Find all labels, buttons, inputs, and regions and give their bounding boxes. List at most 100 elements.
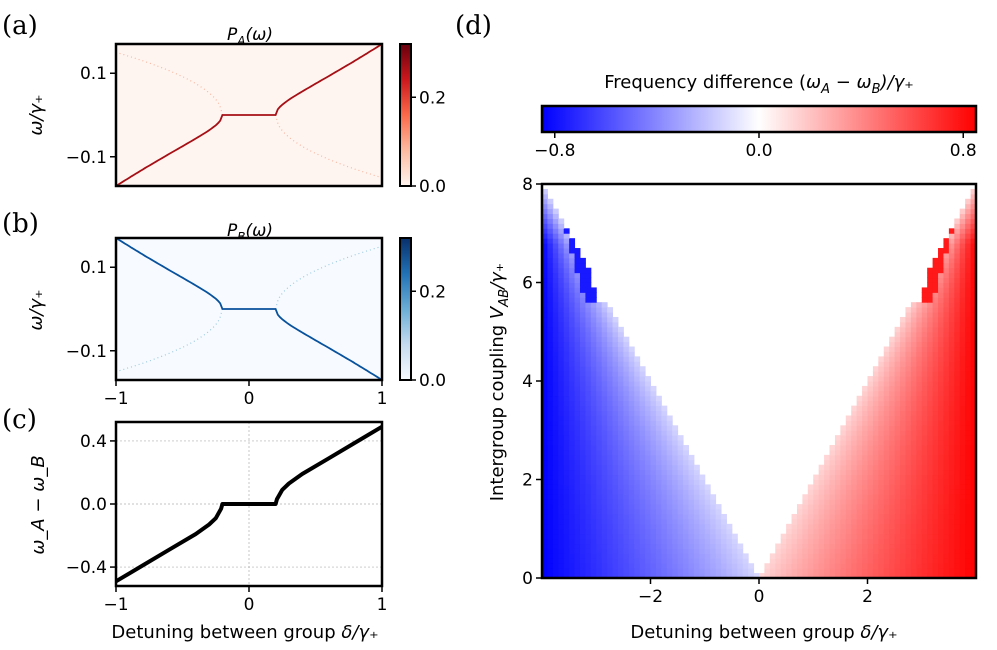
heatmap-cell [867, 376, 874, 382]
heatmap-cell [623, 543, 630, 549]
heatmap-cell [851, 484, 858, 490]
heatmap-cell [677, 445, 684, 451]
heatmap-cell [607, 563, 614, 569]
heatmap-cell [905, 504, 912, 510]
heatmap-cell [938, 523, 944, 530]
heatmap-cell [726, 533, 733, 540]
heatmap-cell [558, 568, 565, 574]
heatmap-cell [585, 425, 592, 431]
heatmap-cell [905, 464, 912, 471]
heatmap-cell [921, 558, 928, 564]
heatmap-cell [900, 573, 906, 579]
heatmap-cell [927, 390, 934, 397]
heatmap-cell [889, 568, 896, 574]
heatmap-cell [607, 558, 614, 564]
heatmap-cell [932, 336, 939, 343]
heatmap-cell [661, 440, 668, 446]
heatmap-cell [959, 213, 966, 219]
heatmap-cell [916, 523, 923, 530]
heatmap-cell [585, 341, 592, 348]
heatmap-cell [965, 509, 972, 515]
heatmap-cell [948, 558, 955, 564]
heatmap-cell [574, 321, 581, 328]
heatmap-cell [834, 464, 841, 471]
heatmap-cell [607, 410, 614, 416]
heatmap-cell [965, 312, 972, 318]
heatmap-cell [959, 361, 966, 367]
heatmap-cell [563, 307, 570, 313]
heatmap-cell [634, 454, 641, 461]
heatmap-cell [970, 509, 977, 515]
heatmap-cell [927, 553, 934, 559]
heatmap-cell [617, 568, 624, 574]
heatmap-cell [867, 548, 874, 554]
heatmap-cell [954, 513, 961, 520]
heatmap-cell [959, 277, 966, 283]
heatmap-cell [916, 425, 923, 431]
heatmap-cell [943, 405, 950, 412]
heatmap-cell [943, 316, 950, 323]
heatmap-cell [574, 272, 581, 279]
heatmap-cell [666, 553, 673, 559]
heatmap-cell [878, 474, 885, 480]
heatmap-cell [569, 479, 576, 485]
heatmap-cell [547, 494, 554, 500]
heatmap-cell [813, 479, 820, 485]
heatmap-cell [894, 484, 901, 490]
heatmap-cell [607, 307, 614, 313]
heatmap-cell [645, 449, 651, 456]
heatmap-cell [889, 538, 896, 545]
heatmap-cell [672, 553, 679, 559]
heatmap-cell [574, 568, 581, 574]
heatmap-cell [563, 385, 570, 392]
heatmap-cell [612, 445, 619, 451]
heatmap-cell [818, 484, 825, 490]
heatmap-cell [721, 563, 727, 569]
heatmap-cell [872, 425, 879, 431]
heatmap-cell [927, 287, 934, 293]
xtick-label: 1 [377, 389, 388, 409]
heatmap-cell [607, 479, 614, 485]
heatmap-cell [948, 484, 955, 490]
heatmap-cell [666, 494, 673, 500]
heatmap-cell [938, 449, 944, 456]
heatmap-cell [590, 395, 597, 402]
heatmap-cell [932, 312, 939, 318]
heatmap-cell [634, 563, 641, 569]
heatmap-cell [596, 484, 603, 490]
heatmap-cell [661, 489, 668, 495]
heatmap-cell [889, 445, 896, 451]
heatmap-cell [802, 568, 809, 574]
heatmap-cell [693, 474, 700, 480]
heatmap-cell [623, 351, 630, 357]
heatmap-cell [552, 459, 559, 466]
heatmap-cell [824, 484, 831, 490]
heatmap-cell [628, 454, 635, 461]
heatmap-cell [639, 366, 646, 372]
heatmap-cell [726, 548, 733, 554]
heatmap-cell [547, 346, 554, 352]
heatmap-cell [607, 316, 614, 323]
heatmap-cell [813, 538, 820, 545]
heatmap-cell [596, 307, 603, 313]
heatmap-cell [639, 459, 646, 466]
heatmap-cell [612, 405, 619, 412]
heatmap-cell [547, 390, 554, 397]
heatmap-cell [634, 435, 641, 441]
heatmap-cell [883, 543, 890, 549]
heatmap-cell [601, 464, 608, 471]
heatmap-cell [900, 509, 906, 515]
heatmap-cell [590, 302, 597, 308]
heatmap-cell [547, 410, 554, 416]
heatmap-cell [542, 341, 548, 348]
heatmap-cell [840, 518, 847, 525]
heatmap-cell [542, 410, 548, 416]
heatmap-cell [872, 553, 879, 559]
heatmap-cell [607, 528, 614, 535]
heatmap-cell [737, 558, 744, 564]
heatmap-cell [764, 573, 771, 579]
heatmap-cell [927, 277, 934, 283]
heatmap-cell [889, 543, 896, 549]
heatmap-cell [585, 454, 592, 461]
heatmap-cell [596, 538, 603, 545]
